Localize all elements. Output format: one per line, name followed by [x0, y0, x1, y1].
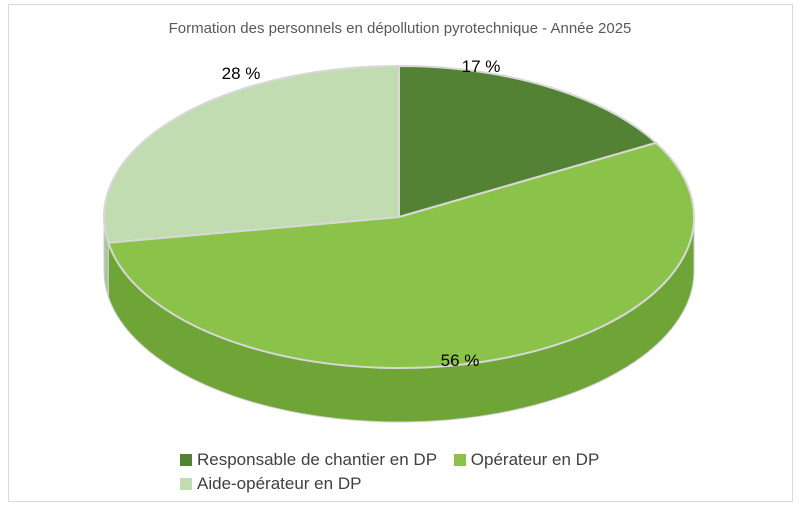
legend-swatch: [453, 454, 466, 466]
pie-slice-2: [103, 64, 400, 244]
legend-swatch: [180, 454, 192, 466]
pie-slice-1: [106, 141, 695, 369]
legend-label: Aide-opérateur en DP: [197, 474, 362, 493]
legend-item-responsable: Responsable de chantier en DP: [180, 448, 437, 472]
legend-label: Opérateur en DP: [470, 450, 600, 469]
legend-label: Responsable de chantier en DP: [197, 450, 438, 469]
data-label-1: 56 %: [441, 351, 480, 370]
data-label-2: 28 %: [222, 64, 261, 83]
data-label-0: 17 %: [462, 57, 501, 76]
pie-slice-0: [398, 64, 658, 219]
legend-item-aide-operateur: Aide-opérateur en DP: [180, 472, 361, 496]
legend-item-operateur: Opérateur en DP: [453, 448, 600, 472]
chart-title: Formation des personnels en dépollution …: [168, 20, 632, 37]
legend: Responsable de chantier en DP Opérateur …: [180, 448, 650, 496]
legend-swatch: [180, 478, 192, 490]
